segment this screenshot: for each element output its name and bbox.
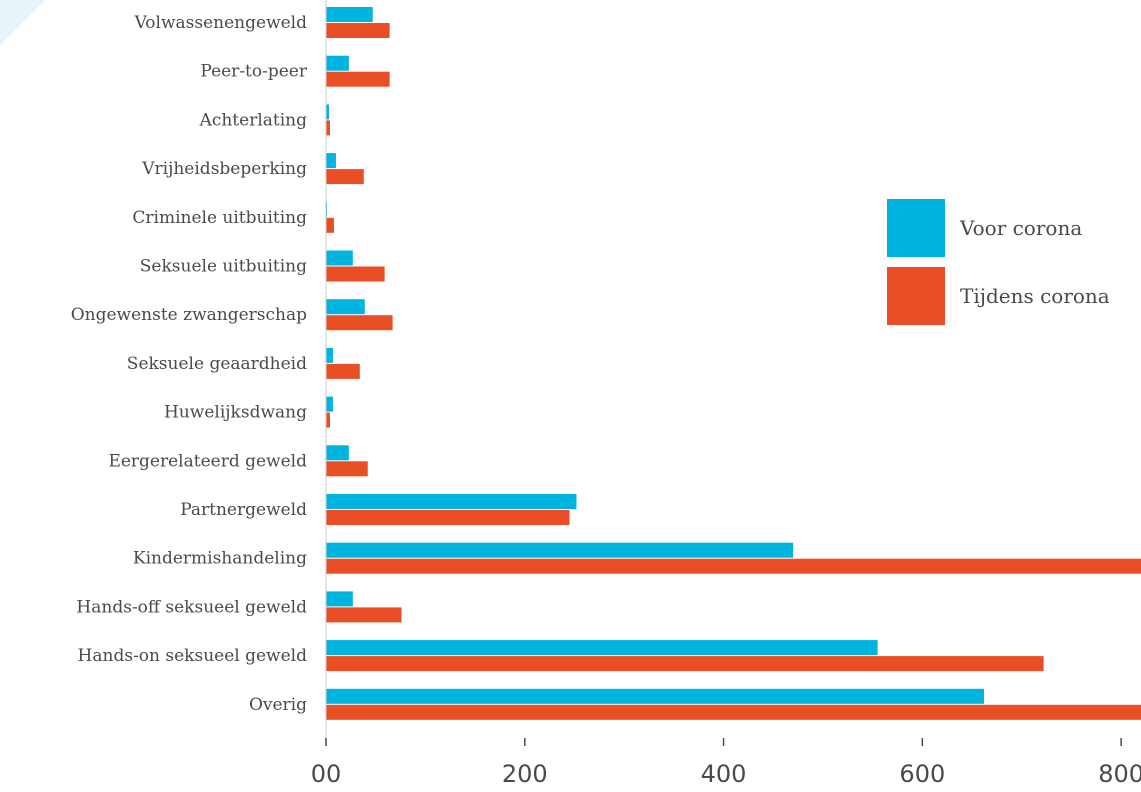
x-tick-label: 800 xyxy=(1098,760,1141,788)
bar-tijdens-12 xyxy=(326,607,402,623)
bar-voor-3 xyxy=(326,153,336,169)
legend-label: Tijdens corona xyxy=(960,284,1110,308)
bar-tijdens-5 xyxy=(326,266,385,282)
bar-tijdens-2 xyxy=(326,120,330,136)
bar-voor-2 xyxy=(326,104,329,120)
legend-swatch xyxy=(887,199,945,257)
category-label: Hands-on seksueel geweld xyxy=(78,646,308,666)
x-tick-label: 600 xyxy=(899,760,945,788)
legend-label: Voor corona xyxy=(959,216,1082,240)
bar-tijdens-13 xyxy=(326,656,1044,672)
category-label: Eergerelateerd geweld xyxy=(108,451,307,471)
bar-voor-9 xyxy=(326,445,349,461)
legend-swatch xyxy=(887,267,945,325)
category-label: Ongewenste zwangerschap xyxy=(71,305,307,325)
category-label: Partnergeweld xyxy=(180,500,307,520)
bar-tijdens-3 xyxy=(326,169,364,185)
legend: Voor corona Tijdens corona xyxy=(887,199,1110,325)
bar-voor-14 xyxy=(326,688,984,704)
bar-tijdens-1 xyxy=(326,71,390,87)
bar-tijdens-0 xyxy=(326,23,390,38)
bar-voor-6 xyxy=(326,299,365,315)
bar-tijdens-10 xyxy=(326,510,570,525)
bar-tijdens-7 xyxy=(326,363,360,379)
bar-tijdens-4 xyxy=(326,217,334,233)
bar-voor-0 xyxy=(326,7,373,22)
bar-voor-7 xyxy=(326,347,333,363)
category-label: Vrijheidsbeperking xyxy=(141,159,307,179)
x-tick-label: 200 xyxy=(502,760,548,788)
x-axis: 00 200 400 600 800 xyxy=(311,0,1141,788)
bar-tijdens-11 xyxy=(326,558,1141,574)
category-label: Volwassenengeweld xyxy=(134,13,308,33)
bar-voor-8 xyxy=(326,396,333,412)
bar-voor-5 xyxy=(326,250,353,266)
bar-tijdens-9 xyxy=(326,461,368,477)
category-label: Peer-to-peer xyxy=(200,62,307,82)
bar-voor-1 xyxy=(326,55,349,71)
x-tick-label: 400 xyxy=(701,760,747,788)
category-label: Kindermishandeling xyxy=(133,549,307,569)
bar-voor-13 xyxy=(326,640,878,656)
bar-tijdens-6 xyxy=(326,315,393,331)
bars-group xyxy=(326,7,1141,720)
category-label: Hands-off seksueel geweld xyxy=(76,597,307,617)
category-label: Huwelijksdwang xyxy=(164,403,307,423)
category-label: Seksuele uitbuiting xyxy=(140,257,307,277)
x-tick-label: 00 xyxy=(311,760,342,788)
category-label: Overig xyxy=(249,695,307,715)
category-labels: Volwassenengeweld Peer-to-peer Achterlatin… xyxy=(71,13,308,715)
bar-tijdens-14 xyxy=(326,704,1141,720)
bar-tijdens-8 xyxy=(326,412,330,428)
category-label: Seksuele geaardheid xyxy=(127,354,307,374)
bar-voor-11 xyxy=(326,542,794,558)
bar-voor-10 xyxy=(326,494,577,509)
category-label: Achterlating xyxy=(199,110,308,130)
category-label: Criminele uitbuiting xyxy=(132,208,307,228)
bar-voor-12 xyxy=(326,591,353,607)
